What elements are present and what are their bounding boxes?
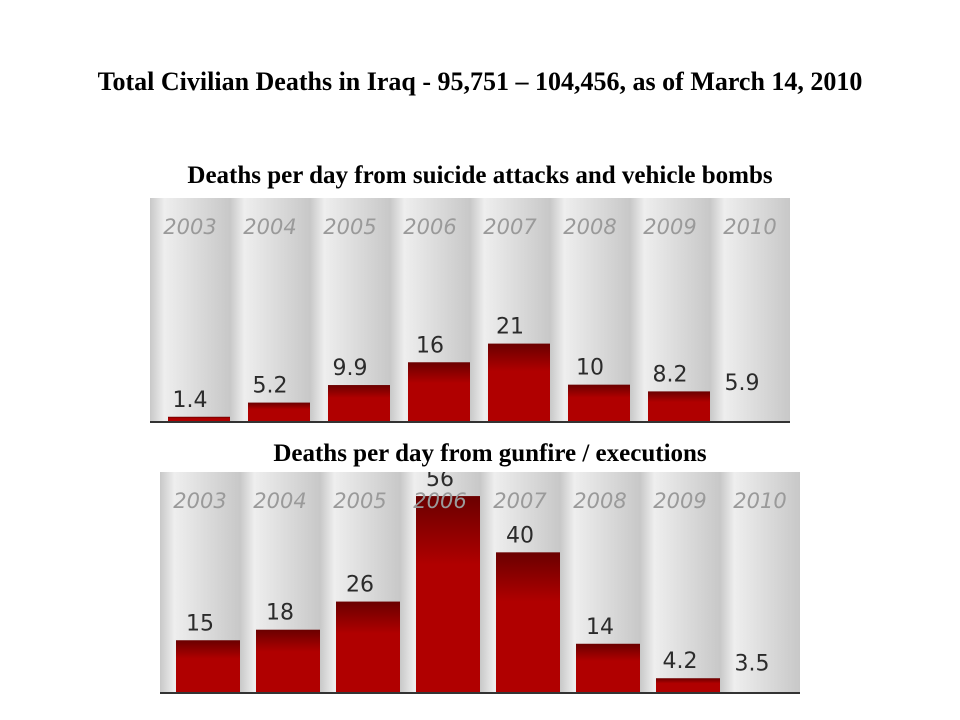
page-title: Total Civilian Deaths in Iraq - 95,751 –… — [97, 67, 863, 96]
value-label: 16 — [416, 333, 444, 358]
value-label: 56 — [426, 472, 454, 492]
chart-1-title: Deaths per day from suicide attacks and … — [187, 162, 773, 189]
year-tick-label: 2003 — [163, 215, 216, 239]
year-column — [720, 472, 800, 693]
year-tick-label: 2010 — [733, 489, 786, 513]
value-label: 14 — [586, 615, 614, 640]
bar-2007 — [488, 343, 550, 422]
value-label: 1.4 — [173, 388, 208, 413]
year-tick-label: 2006 — [413, 489, 466, 513]
bar-2006 — [416, 496, 480, 693]
year-tick-label: 2004 — [243, 215, 296, 239]
year-tick-label: 2009 — [643, 215, 696, 239]
year-tick-label: 2005 — [333, 489, 386, 513]
bar-2004 — [256, 629, 320, 693]
bar-2009 — [648, 391, 710, 422]
year-column — [230, 198, 310, 422]
value-label: 3.5 — [735, 652, 770, 677]
year-column — [710, 198, 790, 422]
year-tick-label: 2007 — [493, 489, 547, 513]
year-tick-label: 2007 — [483, 215, 537, 239]
chart-2-title: Deaths per day from gunfire / executions — [273, 440, 707, 467]
bar-2008 — [576, 643, 640, 693]
value-label: 21 — [496, 315, 524, 340]
year-tick-label: 2005 — [323, 215, 376, 239]
value-label: 10 — [576, 356, 604, 381]
value-label: 40 — [506, 523, 534, 548]
value-label: 26 — [346, 573, 374, 598]
value-label: 18 — [266, 601, 294, 626]
value-label: 9.9 — [333, 356, 368, 381]
bar-2006 — [408, 362, 470, 422]
year-column — [310, 198, 390, 422]
value-label: 15 — [186, 611, 214, 636]
gunfire-executions-chart: 2003 15 2004 18 2005 26 2006 56 2007 40 2008 14 2009… — [160, 472, 800, 696]
year-column — [150, 198, 230, 422]
year-tick-label: 2004 — [253, 489, 306, 513]
value-label: 5.9 — [725, 371, 760, 396]
bar-2005 — [328, 385, 390, 422]
value-label: 8.2 — [653, 362, 688, 387]
suicide-bombs-chart: 2003 1.4 2004 5.2 2005 9.9 2006 16 2007 21 2008 10 2… — [150, 198, 790, 425]
value-label: 4.2 — [663, 649, 698, 674]
bar-2007 — [496, 552, 560, 693]
bar-2003 — [168, 416, 230, 422]
year-column — [630, 198, 710, 422]
year-tick-label: 2008 — [573, 489, 626, 513]
year-column — [640, 472, 720, 693]
bar-2005 — [336, 601, 400, 693]
year-tick-label: 2003 — [173, 489, 226, 513]
year-tick-label: 2008 — [563, 215, 616, 239]
bar-2008 — [568, 384, 630, 422]
year-tick-label: 2006 — [403, 215, 456, 239]
chart-svg: 2003 1.4 2004 5.2 2005 9.9 2006 16 2007 21 2008 10 2… — [150, 198, 790, 423]
value-label: 5.2 — [253, 374, 288, 399]
bar-2003 — [176, 640, 240, 693]
year-tick-label: 2009 — [653, 489, 706, 513]
bar-2009 — [656, 678, 720, 693]
bar-2004 — [248, 402, 310, 422]
year-column — [550, 198, 630, 422]
year-tick-label: 2010 — [723, 215, 776, 239]
